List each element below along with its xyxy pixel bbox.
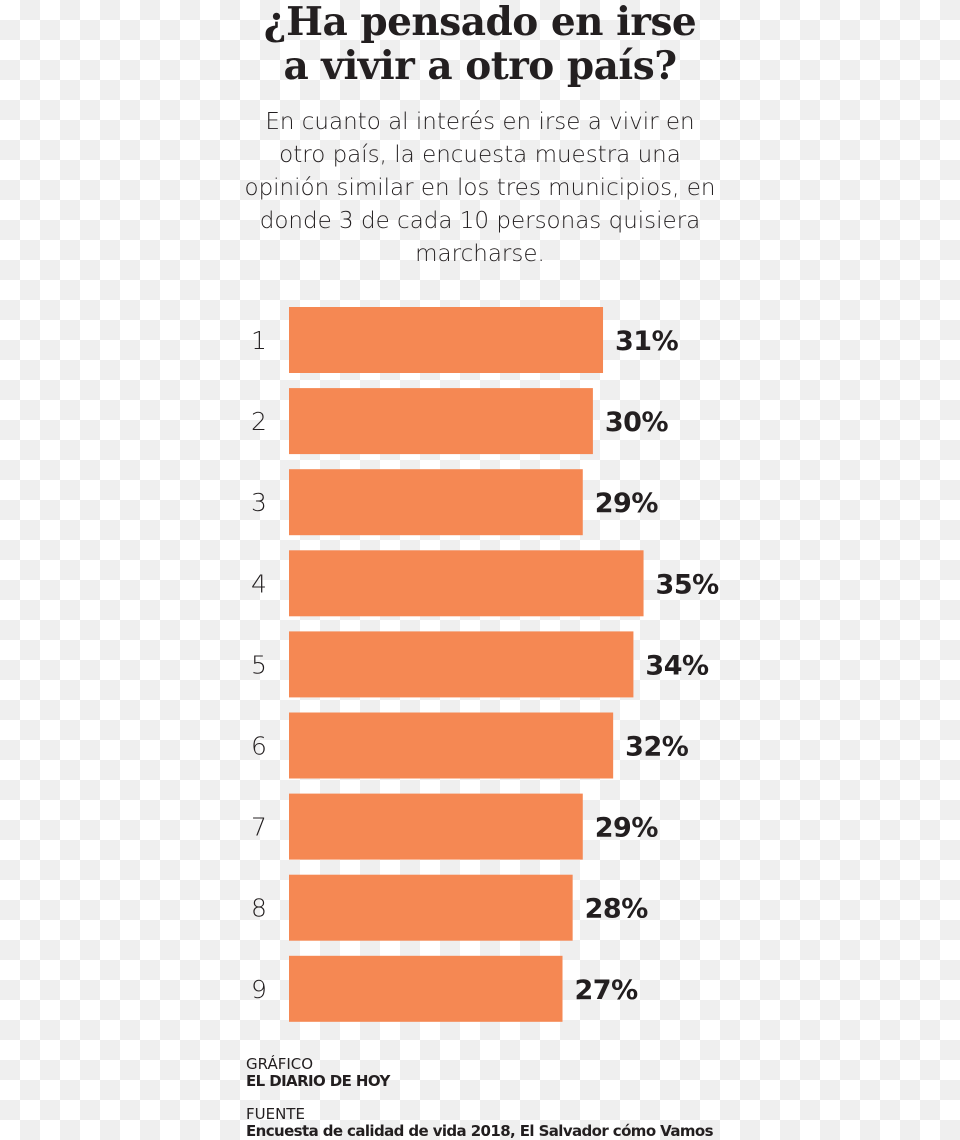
value-label: 29%	[595, 488, 659, 519]
value-label: 30%	[605, 407, 669, 438]
category-label: 4	[251, 569, 267, 598]
credit-grafico: GRÁFICO EL DIARIO DE HOY	[246, 1056, 390, 1090]
bar	[289, 388, 593, 455]
bar	[289, 793, 583, 860]
chart-title: ¿Ha pensado en irse a vivir a otro país?	[263, 0, 697, 89]
category-label: 1	[251, 326, 267, 355]
value-label: 32%	[625, 732, 689, 763]
value-label: 29%	[595, 813, 659, 844]
bar	[289, 955, 563, 1022]
value-label: 28%	[585, 894, 649, 925]
bar	[289, 550, 644, 617]
value-label: 27%	[575, 975, 639, 1006]
category-label: 8	[251, 894, 267, 923]
category-label: 9	[251, 975, 267, 1004]
category-label: 7	[251, 813, 267, 842]
category-label: 5	[251, 650, 267, 679]
bar	[289, 307, 604, 373]
category-label: 6	[251, 732, 267, 761]
fuente-value: Encuesta de calidad de vida 2018, El Sal…	[246, 1122, 714, 1140]
bar	[289, 469, 583, 536]
category-label: 3	[251, 488, 267, 517]
credit-fuente: FUENTE Encuesta de calidad de vida 2018,…	[246, 1105, 714, 1140]
grafico-value: EL DIARIO DE HOY	[246, 1072, 390, 1090]
value-label: 31%	[615, 326, 679, 357]
value-label: 35%	[656, 569, 720, 600]
grafico-label: GRÁFICO	[246, 1055, 314, 1073]
bar	[289, 874, 573, 941]
bar	[289, 712, 614, 779]
bar	[289, 631, 634, 698]
value-label: 34%	[645, 650, 709, 681]
fuente-label: FUENTE	[246, 1105, 305, 1123]
chart-subtitle: En cuanto al interés en irse a vivir en …	[244, 109, 716, 267]
category-label: 2	[251, 407, 267, 436]
